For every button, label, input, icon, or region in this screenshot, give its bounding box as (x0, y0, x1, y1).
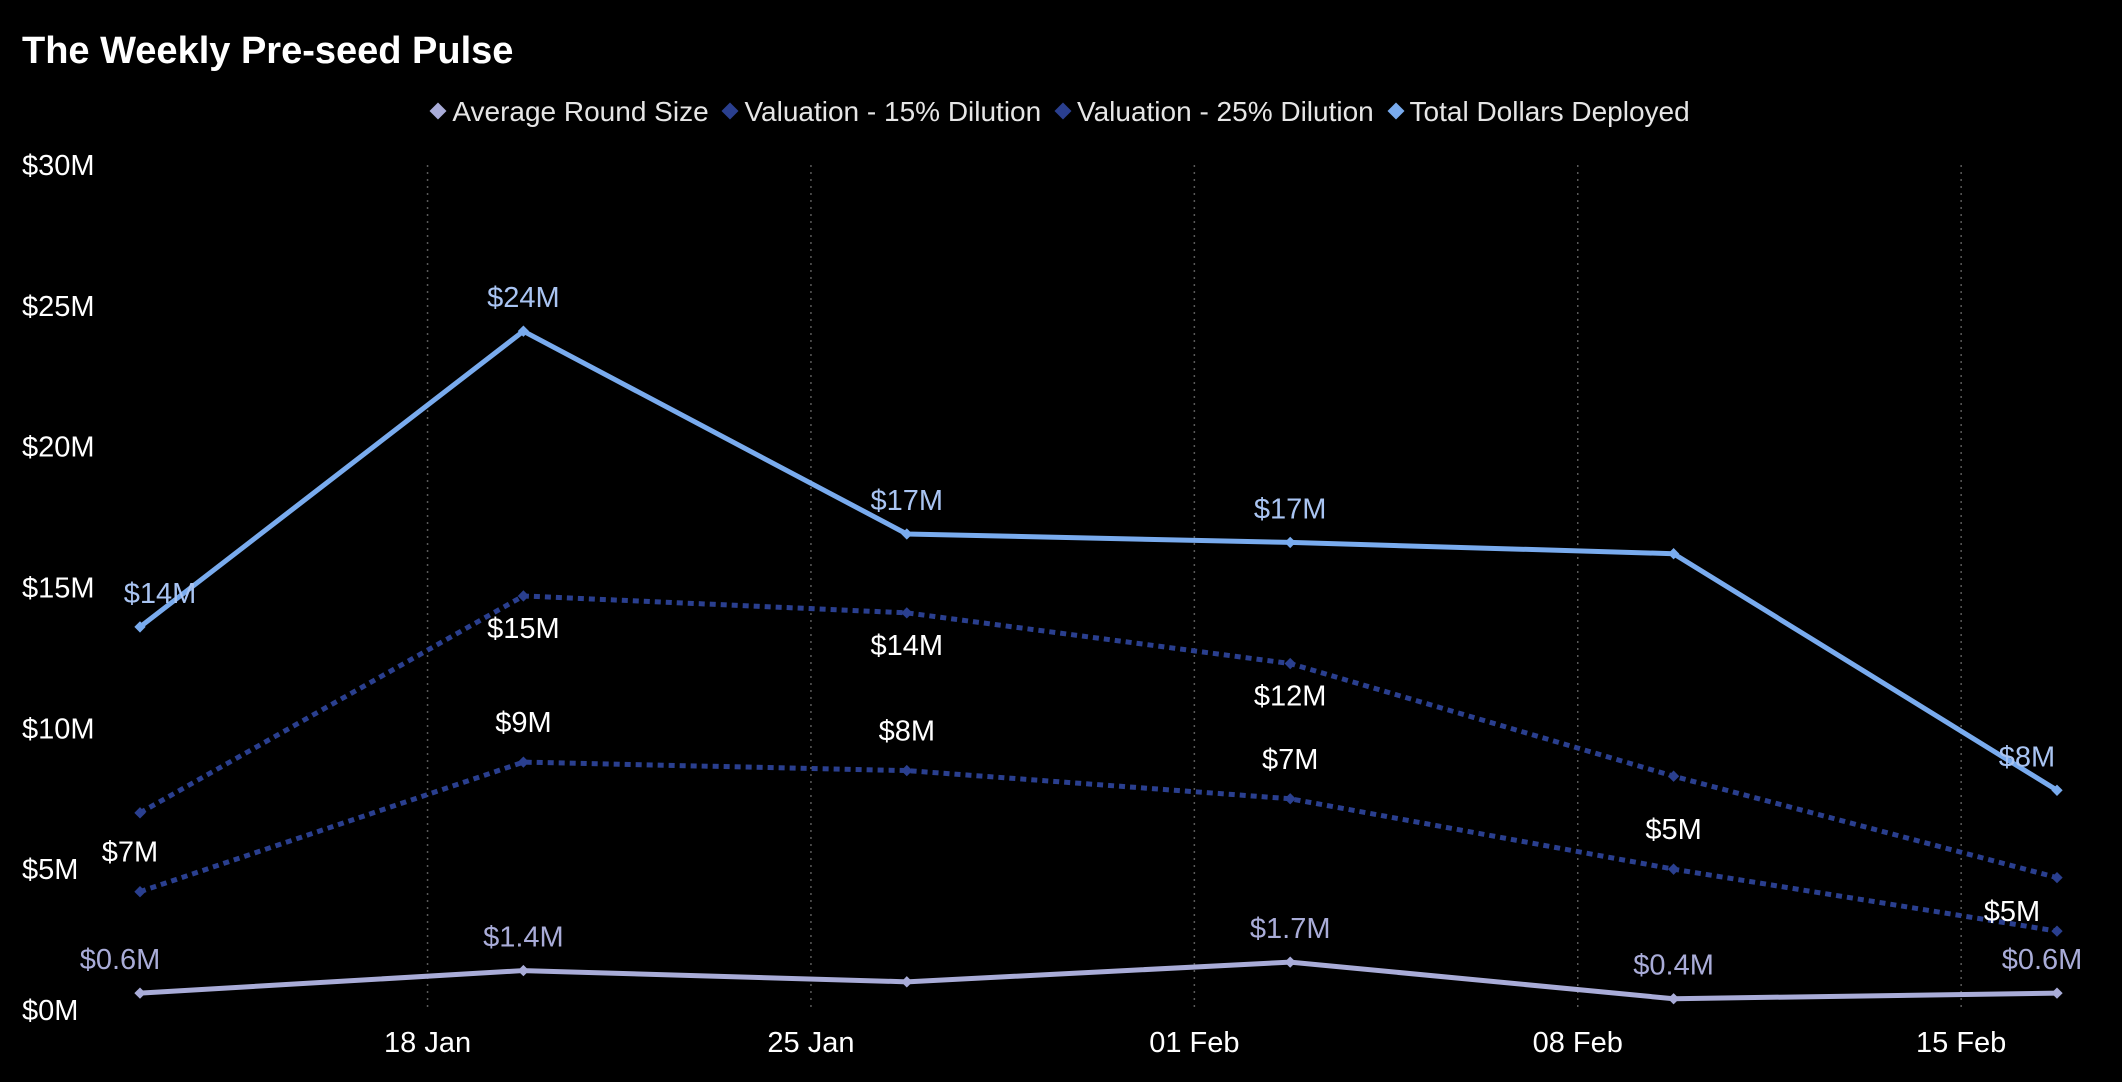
y-tick-label: $20M (22, 432, 95, 464)
data-point-marker (901, 528, 913, 540)
series-line-1 (139, 759, 2058, 934)
x-tick-label: 25 Jan (767, 1027, 854, 1059)
legend-label: Total Dollars Deployed (1409, 96, 1690, 127)
data-point-marker (2051, 784, 2063, 796)
series-line-3 (138, 328, 2059, 793)
data-label: $14M (124, 578, 197, 610)
data-point-marker (901, 764, 913, 777)
series-line-0 (139, 959, 2058, 1002)
data-point-marker (1667, 770, 1680, 782)
data-point-marker (2051, 925, 2063, 937)
data-point-marker (1284, 657, 1296, 670)
data-label: $0.6M (80, 944, 161, 976)
data-label: $8M (1999, 741, 2055, 773)
data-label: $12M (1254, 681, 1327, 713)
data-label: $0.4M (1633, 950, 1714, 982)
data-label: $8M (879, 716, 935, 748)
data-label: $24M (487, 282, 560, 314)
legend-item-average-round-size[interactable]: Average Round Size (429, 96, 709, 128)
data-point-marker (517, 325, 530, 337)
legend-item-valuation-15[interactable]: Valuation - 15% Dilution (721, 96, 1042, 128)
data-label: $0.6M (2002, 944, 2083, 976)
legend-label: Valuation - 15% Dilution (744, 96, 1042, 127)
data-point-marker (134, 987, 146, 999)
data-point-marker (2051, 871, 2063, 884)
data-label: $7M (1262, 744, 1318, 776)
data-label: $7M (102, 837, 158, 869)
data-point-marker (1284, 793, 1296, 805)
data-point-marker (517, 756, 530, 768)
data-point-marker (1667, 548, 1680, 560)
data-label: $17M (871, 485, 944, 517)
series-line-2 (138, 593, 2058, 881)
data-label: $17M (1254, 493, 1327, 525)
legend-item-valuation-25[interactable]: Valuation - 25% Dilution (1054, 96, 1374, 128)
data-point-marker (901, 607, 913, 619)
y-tick-label: $25M (22, 291, 95, 323)
y-tick-label: $30M (22, 150, 95, 182)
legend: Average Round Size Valuation - 15% Dilut… (0, 96, 2122, 128)
x-tick-label: 08 Feb (1533, 1027, 1623, 1059)
data-label: $14M (871, 630, 944, 662)
data-label: $5M (1984, 896, 2040, 928)
legend-item-total-dollars-deployed[interactable]: Total Dollars Deployed (1387, 96, 1690, 128)
data-point-marker (517, 590, 530, 602)
data-point-marker (134, 807, 146, 819)
y-tick-label: $10M (22, 713, 95, 745)
data-label: $1.7M (1250, 913, 1331, 945)
data-point-marker (1667, 993, 1680, 1005)
data-point-marker (1667, 863, 1680, 875)
data-label: $5M (1645, 814, 1701, 846)
data-point-marker (1284, 956, 1296, 968)
y-tick-label: $0M (22, 995, 78, 1027)
data-point-marker (517, 964, 530, 977)
x-tick-label: 01 Feb (1149, 1027, 1239, 1059)
data-point-marker (2051, 987, 2063, 999)
legend-label: Valuation - 25% Dilution (1076, 96, 1374, 127)
data-label: $1.4M (483, 922, 564, 954)
y-tick-label: $15M (22, 573, 95, 605)
y-tick-label: $5M (22, 854, 78, 886)
data-label: $15M (487, 613, 560, 645)
data-point-marker (901, 976, 913, 988)
x-tick-label: 18 Jan (384, 1027, 471, 1059)
data-point-marker (134, 886, 146, 898)
chart-title: The Weekly Pre-seed Pulse (22, 30, 514, 72)
x-tick-label: 15 Feb (1916, 1027, 2006, 1059)
data-point-marker (1284, 536, 1296, 549)
legend-label: Average Round Size (452, 96, 709, 127)
data-point-marker (134, 621, 146, 633)
data-label: $9M (495, 707, 551, 739)
